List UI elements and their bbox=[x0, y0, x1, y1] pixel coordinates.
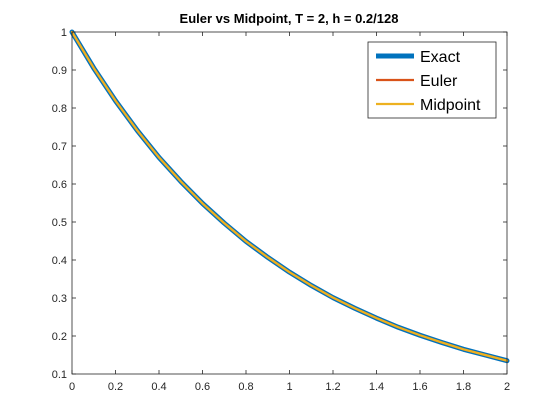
x-tick-label: 1.2 bbox=[325, 381, 340, 393]
y-tick-label: 0.9 bbox=[52, 65, 67, 77]
axes-layer: 0 0.2 0.4 0.6 0.8 1 1.2 1.4 1.6 1.8 2 0.1 0.2 0.3 0.4 0… bbox=[52, 27, 510, 393]
x-tick-label: 0 bbox=[69, 381, 75, 393]
x-tick-label: 0.2 bbox=[108, 381, 123, 393]
y-tick-label: 0.2 bbox=[52, 331, 67, 343]
legend-label-midpoint: Midpoint bbox=[420, 97, 481, 114]
x-tick-label: 2 bbox=[504, 381, 510, 393]
legend-label-euler: Euler bbox=[420, 73, 458, 90]
x-tick-label: 1.8 bbox=[456, 381, 471, 393]
y-tick-label: 0.8 bbox=[52, 103, 67, 115]
x-tick-label: 1 bbox=[286, 381, 292, 393]
x-tick-label: 1.6 bbox=[412, 381, 427, 393]
y-tick-label: 0.5 bbox=[52, 217, 67, 229]
x-tick-label: 1.4 bbox=[369, 381, 384, 393]
y-tick-label: 0.4 bbox=[52, 255, 67, 267]
x-tick-label: 0.8 bbox=[238, 381, 253, 393]
x-tick-label: 0.4 bbox=[151, 381, 166, 393]
y-tick-label: 0.1 bbox=[52, 369, 67, 381]
series-line-midpoint bbox=[70, 30, 509, 362]
series-layer bbox=[69, 29, 510, 364]
x-tick-label: 0.6 bbox=[195, 381, 210, 393]
y-tick-label: 1 bbox=[61, 27, 67, 39]
y-tick-label: 0.7 bbox=[52, 141, 67, 153]
y-tick-label: 0.3 bbox=[52, 293, 67, 305]
chart-title: Euler vs Midpoint, T = 2, h = 0.2/128 bbox=[180, 11, 399, 26]
legend-label-exact: Exact bbox=[420, 49, 461, 66]
y-tick-label: 0.6 bbox=[52, 179, 67, 191]
legend: Exact Euler Midpoint bbox=[367, 41, 497, 119]
plot-area: 0 0.2 0.4 0.6 0.8 1 1.2 1.4 1.6 1.8 2 0.1 0.2 0.3 0.4 0… bbox=[52, 27, 510, 393]
